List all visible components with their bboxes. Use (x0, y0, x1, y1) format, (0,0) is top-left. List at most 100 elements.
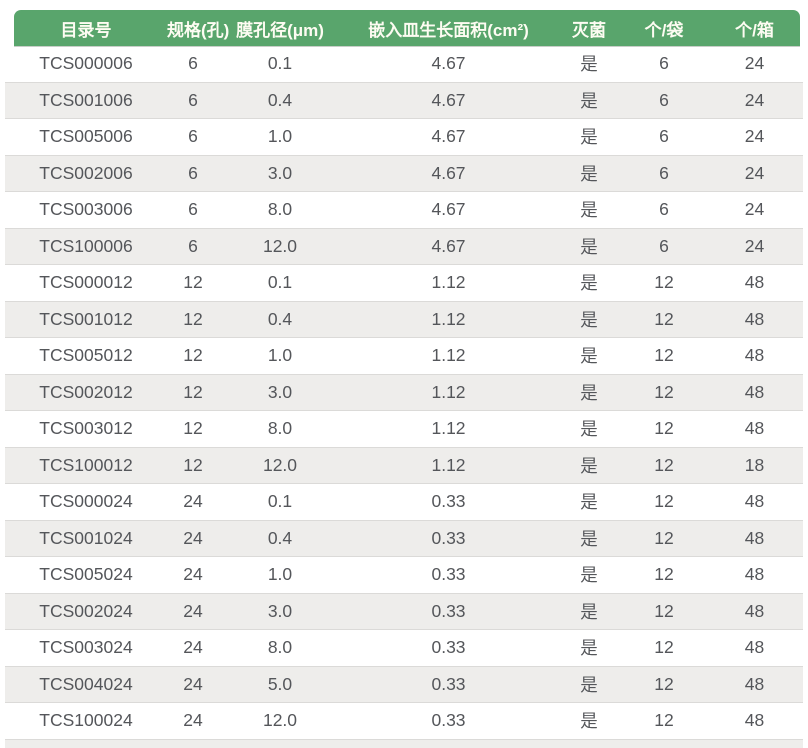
table-cell: 1.12 (341, 446, 556, 484)
table-cell: 0.33 (341, 483, 556, 520)
table-cell: 12 (622, 702, 706, 739)
column-header: 个/箱 (735, 20, 774, 40)
table-cell: 24 (167, 702, 219, 739)
table-cell: 1.0 (219, 556, 341, 593)
table-cell: 1.12 (341, 264, 556, 301)
table-cell: 12 (622, 264, 706, 301)
table-cell: 1.12 (341, 337, 556, 374)
table-cell: 1.12 (341, 300, 556, 338)
table-cell: 24 (706, 191, 803, 228)
table-cell: 24 (706, 118, 803, 155)
table-row: TCS004024 24 5.0 0.33 是 12 48 (5, 665, 803, 703)
column-header: 目录号 (60, 20, 112, 40)
table-cell: 4.67 (341, 191, 556, 228)
table-cell: 48 (706, 410, 803, 447)
table-cell: 6 (622, 81, 706, 119)
table-cell: 24 (167, 665, 219, 703)
table-cell: 0.33 (341, 702, 556, 739)
table-cell: 0.4 (219, 519, 341, 557)
table-cell: 12 (622, 556, 706, 593)
table-row: TCS005012 12 1.0 1.12 是 12 48 (5, 337, 803, 374)
table-row: TCS002024 24 3.0 0.33 是 12 48 (5, 592, 803, 630)
column-header: 个/袋 (644, 20, 684, 40)
table-cell: TCS001024 (5, 519, 167, 557)
table-cell: 是 (556, 191, 622, 228)
table-cell: 3.0 (219, 154, 341, 192)
table-cell: 0.4 (219, 81, 341, 119)
table-cell: 12 (622, 446, 706, 484)
header-cells: 目录号 规格(孔) 膜孔径(μm) 嵌入皿生长面积(cm²) 灭菌 个/袋 个/箱 (5, 10, 803, 46)
table-cell: 12 (622, 483, 706, 520)
table-cell: 是 (556, 665, 622, 703)
table-cell: 12.0 (219, 446, 341, 484)
table-cell: 48 (706, 592, 803, 630)
table-cell: TCS100024 (5, 702, 167, 739)
table-cell: 4.67 (341, 118, 556, 155)
table-cell: 48 (706, 337, 803, 374)
table-cell: 3.0 (219, 592, 341, 630)
table-cell: 6 (659, 53, 669, 74)
table-cell: 4.67 (341, 81, 556, 119)
table-cell: 是 (556, 337, 622, 374)
table-cell: TCS005012 (5, 337, 167, 374)
table-cell: TCS002012 (5, 373, 167, 411)
table-cell: 12.0 (219, 702, 341, 739)
table-cell: 6 (622, 191, 706, 228)
table-cell: 24 (167, 629, 219, 666)
table-cell: TCS001006 (5, 81, 167, 119)
table-row: TCS001012 12 0.4 1.12 是 12 48 (5, 300, 803, 338)
table-cell: TCS003012 (5, 410, 167, 447)
table-cell: 24 (167, 556, 219, 593)
table-cell: 0.1 (267, 53, 293, 74)
table-cell: 48 (706, 373, 803, 411)
table-cell: 12 (622, 300, 706, 338)
table-cell: TCS000024 (5, 483, 167, 520)
table-cell: 是 (556, 118, 622, 155)
table-cell: 是 (556, 264, 622, 301)
table-row: TCS100012 12 12.0 1.12 是 12 18 (5, 446, 803, 484)
table-cell: 是 (556, 629, 622, 666)
table-cell: 12 (622, 373, 706, 411)
table-cell: 6 (188, 53, 198, 74)
table-row: TCS005006 6 1.0 4.67 是 6 24 (5, 118, 803, 155)
table-cell: 0.1 (219, 264, 341, 301)
table-cell: TCS002006 (5, 154, 167, 192)
table-cell: TCS100006 (5, 227, 167, 265)
table-cell: TCS001012 (5, 300, 167, 338)
table-cell: 8.0 (219, 629, 341, 666)
table-cell: 12 (622, 337, 706, 374)
table-cell: 6 (167, 154, 219, 192)
table-cell: 是 (556, 556, 622, 593)
table-cell: TCS005024 (5, 556, 167, 593)
table-cell: 是 (556, 410, 622, 447)
table-cell: TCS002024 (5, 592, 167, 630)
table-cell: 12 (622, 410, 706, 447)
cutoff-row (5, 738, 803, 748)
table-cell: 48 (706, 556, 803, 593)
table-cell: 24 (706, 154, 803, 192)
table-row: TCS000006 6 0.1 4.67 是 6 24 (5, 46, 803, 82)
table-cell: 48 (706, 665, 803, 703)
table-cell: 48 (706, 264, 803, 301)
table-cell: 12 (167, 337, 219, 374)
table-row: TCS002012 12 3.0 1.12 是 12 48 (5, 373, 803, 411)
table-cell: TCS100012 (5, 446, 167, 484)
table-row: TCS100024 24 12.0 0.33 是 12 48 (5, 702, 803, 739)
table-cell: 是 (556, 483, 622, 520)
column-header: 嵌入皿生长面积(cm²) (368, 20, 529, 40)
table-cell: 5.0 (219, 665, 341, 703)
table-cell: 12 (622, 592, 706, 630)
table-cell: 12 (622, 519, 706, 557)
table-cell: 8.0 (219, 410, 341, 447)
table-cell: 6 (167, 118, 219, 155)
table-cell: TCS000012 (5, 264, 167, 301)
table-row: TCS005024 24 1.0 0.33 是 12 48 (5, 556, 803, 593)
table-cell: TCS003006 (5, 191, 167, 228)
table-cell: 48 (706, 483, 803, 520)
table-cell: TCS000006 (39, 53, 133, 74)
table-cell: 0.33 (341, 629, 556, 666)
table-cell: 3.0 (219, 373, 341, 411)
table-row: TCS003006 6 8.0 4.67 是 6 24 (5, 191, 803, 228)
table-cell: 0.33 (341, 556, 556, 593)
product-catalog-table: 目录号 规格(孔) 膜孔径(μm) 嵌入皿生长面积(cm²) 灭菌 个/袋 个/箱 TCS0… (5, 10, 803, 748)
